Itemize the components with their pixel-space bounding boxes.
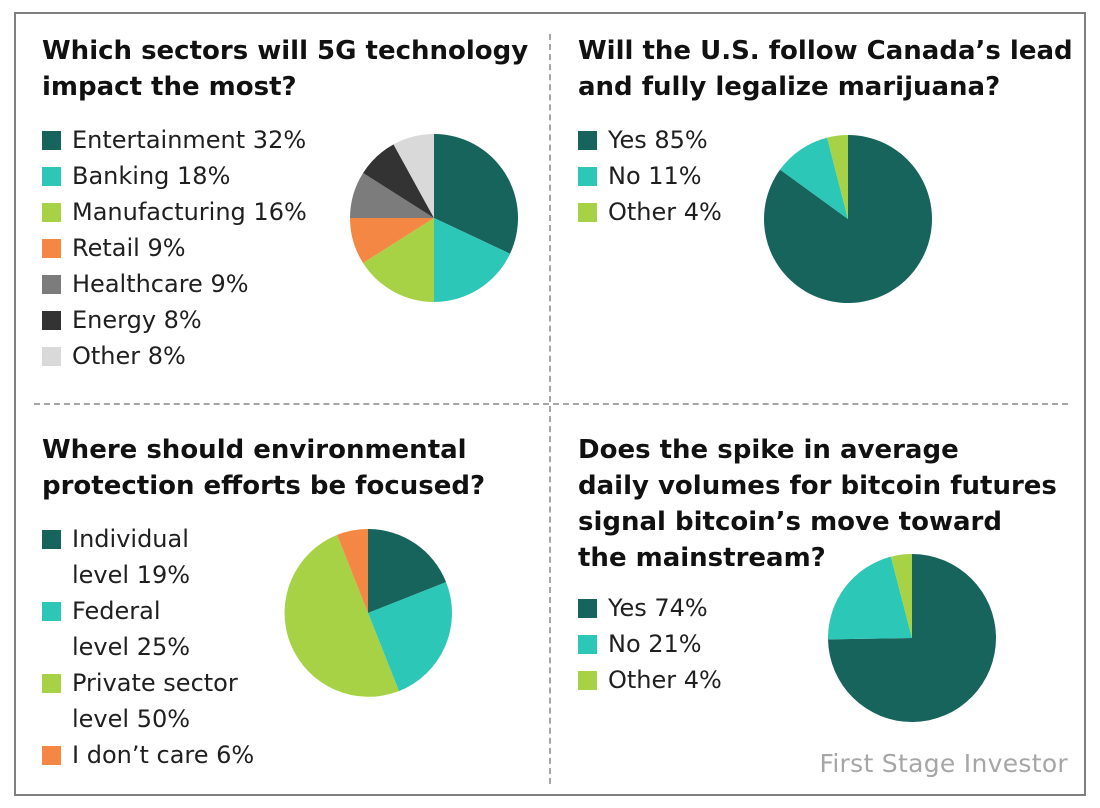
chart-title: Will the U.S. follow Canada’s lead and f… (578, 36, 1073, 102)
legend-label: Other 4% (608, 198, 722, 226)
pie-chart (284, 529, 452, 697)
legend-swatch (42, 130, 61, 150)
legend-swatch (578, 670, 597, 690)
infographic-frame (14, 12, 1086, 796)
legend-label: Yes 85% (608, 126, 708, 154)
legend-label: No 21% (608, 630, 702, 658)
legend-swatch (578, 202, 597, 222)
legend-label: Healthcare 9% (72, 270, 249, 298)
vertical-dashed-divider (549, 34, 551, 784)
pie-chart (827, 554, 996, 722)
pie-chart (764, 135, 933, 303)
pie-slice-healthcare (350, 172, 434, 218)
legend-label: Energy 8% (72, 306, 202, 334)
legend-label: Yes 74% (608, 594, 708, 622)
legend-swatch (578, 166, 597, 186)
legend-swatch (42, 274, 61, 294)
pie-slice-retail (350, 218, 434, 264)
pie-slice-energy (363, 144, 434, 218)
pie-slice-other (890, 554, 912, 638)
legend-item-no: No 11% (578, 158, 722, 194)
legend-item-manufacturing: Manufacturing 16% (42, 194, 307, 230)
pie-slice-banking (434, 218, 511, 302)
chart-title: Where should environmental protection ef… (42, 435, 486, 501)
legend-swatch (42, 238, 61, 258)
legend-swatch (42, 529, 61, 549)
legend-swatch (42, 673, 61, 693)
pie-slice-manufacturing (363, 218, 434, 302)
pie-slice-no (780, 137, 848, 219)
chart-legend: Entertainment 32% Banking 18% Manufacturin… (42, 122, 307, 374)
legend-item-other: Other 4% (578, 194, 722, 230)
legend-swatch (578, 130, 597, 150)
legend-item-entertainment: Entertainment 32% (42, 122, 307, 158)
legend-item-banking: Banking 18% (42, 158, 307, 194)
legend-label: Entertainment 32% (72, 126, 307, 154)
legend-swatch (42, 601, 61, 621)
pie-chart (350, 134, 519, 302)
legend-item-private-sector-level: Private sector level 50% (42, 665, 254, 737)
legend-swatch (42, 310, 61, 330)
legend-label: No 11% (608, 162, 702, 190)
legend-swatch (42, 166, 61, 186)
source-credit: First Stage Investor (819, 749, 1068, 778)
legend-label: Other 8% (72, 342, 186, 370)
pie-slice-entertainment (434, 134, 519, 254)
legend-item-federal-level: Federal level 25% (42, 593, 254, 665)
chart-panel-marijuana-legalization: Will the U.S. follow Canada’s lead and f… (578, 33, 1073, 393)
legend-label: I don’t care 6% (72, 741, 255, 769)
horizontal-dashed-divider (34, 403, 1068, 405)
pie-slice-private-sector-level (284, 534, 399, 697)
legend-swatch (578, 598, 597, 618)
chart-legend: Individual level 19% Federal level 25% Pri… (42, 521, 254, 773)
legend-label: Other 4% (608, 666, 722, 694)
legend-label: Banking 18% (72, 162, 231, 190)
pie-slice-i-don-t-care (337, 529, 368, 613)
chart-panel-bitcoin-futures: Does the spike in average daily volumes … (578, 432, 1073, 792)
chart-legend: Yes 74% No 21% Other 4% (578, 590, 722, 698)
legend-item-i-don-t-care: I don’t care 6% (42, 737, 254, 773)
legend-item-healthcare: Healthcare 9% (42, 266, 307, 302)
legend-item-other: Other 8% (42, 338, 307, 374)
chart-panel-environmental-protection: Where should environmental protection ef… (42, 432, 537, 792)
legend-swatch (578, 634, 597, 654)
legend-item-other: Other 4% (578, 662, 722, 698)
legend-label: Individual level 19% (72, 525, 191, 589)
legend-item-individual-level: Individual level 19% (42, 521, 254, 593)
pie-slice-other (827, 135, 848, 219)
legend-swatch (42, 202, 61, 222)
pie-slice-other (393, 134, 434, 218)
legend-item-no: No 21% (578, 626, 722, 662)
pie-slice-yes (764, 135, 933, 303)
chart-title: Does the spike in average daily volumes … (578, 435, 1057, 573)
legend-label: Federal level 25% (72, 597, 191, 661)
pie-slice-no (827, 556, 912, 640)
pie-slice-individual-level (368, 529, 447, 613)
legend-item-yes: Yes 85% (578, 122, 722, 158)
chart-title: Which sectors will 5G technology impact … (42, 36, 529, 102)
pie-slice-federal-level (368, 582, 452, 692)
chart-panel-5g-sectors: Which sectors will 5G technology impact … (42, 33, 537, 393)
legend-swatch (42, 346, 61, 366)
pie-slice-yes (828, 554, 996, 722)
chart-legend: Yes 85% No 11% Other 4% (578, 122, 722, 230)
legend-swatch (42, 745, 61, 765)
legend-item-energy: Energy 8% (42, 302, 307, 338)
legend-item-retail: Retail 9% (42, 230, 307, 266)
legend-label: Manufacturing 16% (72, 198, 307, 226)
legend-item-yes: Yes 74% (578, 590, 722, 626)
legend-label: Private sector level 50% (72, 669, 238, 733)
legend-label: Retail 9% (72, 234, 186, 262)
